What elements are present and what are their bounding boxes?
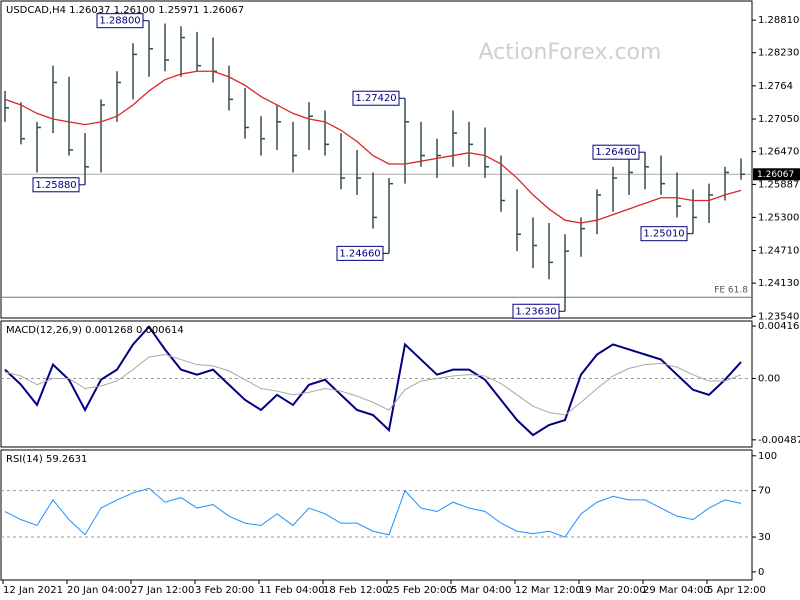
panel-title: RSI(14) 59.2631 — [6, 454, 87, 465]
x-tick-label: 12 Jan 2021 — [3, 585, 63, 596]
panel-title: MACD(12,26,9) 0.001268 0.000614 — [6, 325, 184, 336]
y-tick-label: 1.24130 — [758, 278, 799, 289]
x-tick-label: 29 Mar 04:00 — [643, 585, 710, 596]
y-tick-label: 0.00416 — [758, 321, 799, 332]
x-tick-label: 5 Mar 04:00 — [451, 585, 511, 596]
fe-label: FE 61.8 — [714, 286, 748, 296]
y-tick-label: 70 — [758, 486, 771, 497]
y-tick-label: 0.00 — [758, 373, 780, 384]
x-tick-label: 11 Feb 04:00 — [259, 585, 325, 596]
y-tick-label: 1.28810 — [758, 15, 799, 26]
x-tick-label: 5 Apr 12:00 — [707, 585, 766, 596]
x-tick-label: 3 Feb 20:00 — [195, 585, 254, 596]
y-tick-label: -0.004871 — [758, 435, 800, 446]
annotation-label: 1.28800 — [99, 16, 140, 27]
x-tick-label: 12 Mar 12:00 — [515, 585, 582, 596]
last-price-label: 1.26067 — [757, 170, 794, 180]
annotation-box — [336, 245, 384, 261]
annotation-label: 1.27420 — [355, 93, 396, 104]
annotation-box — [640, 226, 688, 242]
annotation-label: 1.23630 — [515, 306, 556, 317]
panel-frame — [0, 449, 753, 581]
annotation-box — [32, 177, 80, 193]
x-tick-label: 18 Feb 12:00 — [323, 585, 389, 596]
x-tick-label: 25 Feb 20:00 — [387, 585, 453, 596]
y-tick-label: 1.27050 — [758, 114, 799, 125]
y-tick-label: 1.28230 — [758, 48, 799, 59]
annotation-label: 1.25010 — [643, 229, 684, 240]
panel-frame — [0, 0, 753, 319]
indicator-line — [4, 354, 742, 416]
y-tick-label: 1.23540 — [758, 311, 799, 322]
y-tick-label: 0 — [758, 567, 764, 578]
moving-average — [4, 70, 742, 224]
annotation-box — [96, 13, 144, 29]
annotation-box — [512, 303, 560, 319]
x-tick-label: 27 Jan 12:00 — [131, 585, 194, 596]
x-tick-label: 20 Jan 04:00 — [67, 585, 130, 596]
annotation-label: 1.24660 — [339, 248, 380, 259]
y-tick-label: 1.26470 — [758, 147, 799, 158]
x-tick-label: 19 Mar 20:00 — [579, 585, 646, 596]
annotation-box — [352, 90, 400, 106]
annotation-label: 1.26460 — [595, 147, 636, 158]
y-tick-label: 1.2764 — [758, 81, 793, 92]
panel-frame — [0, 320, 753, 448]
y-tick-label: 1.24710 — [758, 246, 799, 257]
annotation-box — [592, 144, 640, 160]
y-tick-label: 30 — [758, 532, 771, 543]
y-tick-label: 1.25300 — [758, 212, 799, 223]
y-tick-label: 1.25887 — [758, 179, 799, 190]
indicator-line — [4, 487, 742, 538]
indicator-line — [4, 325, 742, 437]
annotation-label: 1.25880 — [35, 180, 76, 191]
last-price-tag — [753, 168, 800, 181]
panel-title: USDCAD,H4 1.26037 1.26100 1.25971 1.2606… — [6, 5, 244, 16]
y-tick-label: 100 — [758, 451, 777, 462]
watermark: ActionForex.com — [479, 40, 662, 65]
